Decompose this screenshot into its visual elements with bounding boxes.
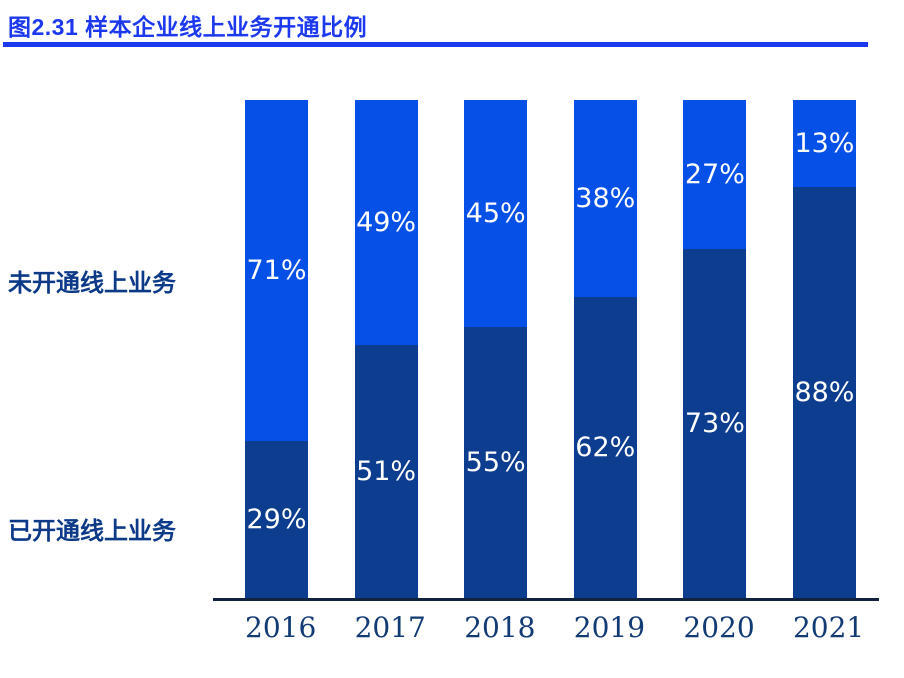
segment-opened-2016: 29% xyxy=(245,440,308,598)
segment-not-opened-2019: 38% xyxy=(573,100,637,297)
figure-title: 图2.31 样本企业线上业务开通比例 xyxy=(8,14,368,40)
segment-opened-2021: 88% xyxy=(792,187,856,598)
bar-2018: 45% 55% xyxy=(464,100,528,598)
bar-2019: 38% 62% xyxy=(573,100,637,598)
segment-not-opened-2020: 27% xyxy=(683,100,747,249)
value-label: 45% xyxy=(465,198,526,230)
value-label: 62% xyxy=(575,431,636,463)
value-label: 88% xyxy=(794,377,855,409)
value-label: 38% xyxy=(575,182,636,214)
segment-not-opened-2021: 13% xyxy=(792,100,856,188)
bar-2020: 27% 73% xyxy=(683,100,747,598)
segment-opened-2019: 62% xyxy=(573,296,637,598)
x-axis-label-2016: 2016 xyxy=(245,611,317,644)
bar-2016: 71% 29% xyxy=(245,100,308,598)
value-label: 29% xyxy=(246,503,307,535)
value-label: 73% xyxy=(684,407,745,439)
value-label: 13% xyxy=(794,128,855,160)
segment-not-opened-2017: 49% xyxy=(354,100,418,345)
x-axis-label-2017: 2017 xyxy=(354,611,426,644)
segment-not-opened-2018: 45% xyxy=(464,100,528,328)
segment-opened-2018: 55% xyxy=(464,327,528,598)
bar-2021: 13% 88% xyxy=(792,100,856,598)
title-underline xyxy=(3,42,868,47)
x-axis-label-2018: 2018 xyxy=(464,611,536,644)
bar-2017: 49% 51% xyxy=(354,100,418,598)
series-label-opened: 已开通线上业务 xyxy=(8,518,176,545)
x-axis-label-2020: 2020 xyxy=(683,611,755,644)
x-axis-labels: 2016 2017 2018 2019 2020 2021 xyxy=(245,611,865,644)
value-label: 49% xyxy=(356,206,417,238)
x-axis-label-2019: 2019 xyxy=(573,611,646,644)
segment-opened-2020: 73% xyxy=(683,248,747,598)
segment-opened-2017: 51% xyxy=(354,344,418,598)
x-axis-line xyxy=(213,598,879,601)
value-label: 51% xyxy=(356,455,417,487)
x-axis-label-2021: 2021 xyxy=(792,611,865,644)
value-label: 71% xyxy=(246,254,307,286)
stacked-bars-container: 71% 29% 49% 51% 45% 55% 38% 62% 27% 73% 13% 88% xyxy=(245,100,856,598)
value-label: 27% xyxy=(684,158,745,190)
value-label: 55% xyxy=(465,447,526,479)
segment-not-opened-2016: 71% xyxy=(245,100,308,441)
series-label-not-opened: 未开通线上业务 xyxy=(8,270,176,297)
